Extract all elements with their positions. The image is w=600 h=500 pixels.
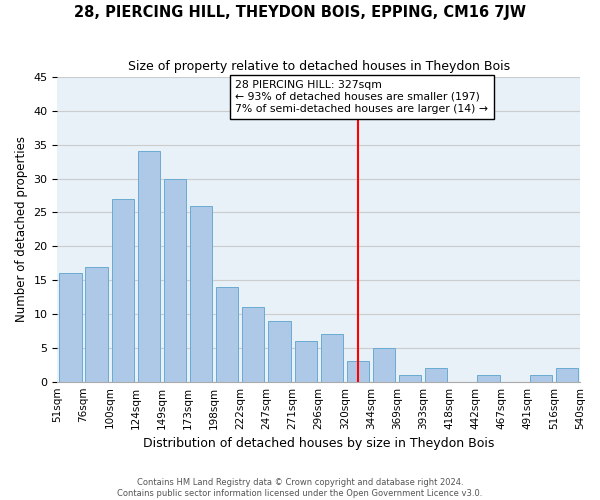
Text: Contains HM Land Registry data © Crown copyright and database right 2024.
Contai: Contains HM Land Registry data © Crown c… bbox=[118, 478, 482, 498]
Bar bbox=[164, 178, 186, 382]
Text: 28, PIERCING HILL, THEYDON BOIS, EPPING, CM16 7JW: 28, PIERCING HILL, THEYDON BOIS, EPPING,… bbox=[74, 5, 526, 20]
X-axis label: Distribution of detached houses by size in Theydon Bois: Distribution of detached houses by size … bbox=[143, 437, 494, 450]
Bar bbox=[112, 199, 134, 382]
Bar bbox=[268, 320, 290, 382]
Bar bbox=[216, 287, 238, 382]
Bar bbox=[190, 206, 212, 382]
Title: Size of property relative to detached houses in Theydon Bois: Size of property relative to detached ho… bbox=[128, 60, 510, 73]
Bar bbox=[242, 307, 265, 382]
Bar bbox=[59, 274, 82, 382]
Bar bbox=[399, 375, 421, 382]
Bar bbox=[425, 368, 448, 382]
Bar bbox=[347, 362, 369, 382]
Bar bbox=[530, 375, 552, 382]
Bar bbox=[373, 348, 395, 382]
Bar bbox=[85, 266, 108, 382]
Bar bbox=[320, 334, 343, 382]
Y-axis label: Number of detached properties: Number of detached properties bbox=[15, 136, 28, 322]
Bar bbox=[138, 152, 160, 382]
Text: 28 PIERCING HILL: 327sqm
← 93% of detached houses are smaller (197)
7% of semi-d: 28 PIERCING HILL: 327sqm ← 93% of detach… bbox=[235, 80, 488, 114]
Bar bbox=[295, 341, 317, 382]
Bar bbox=[478, 375, 500, 382]
Bar bbox=[556, 368, 578, 382]
